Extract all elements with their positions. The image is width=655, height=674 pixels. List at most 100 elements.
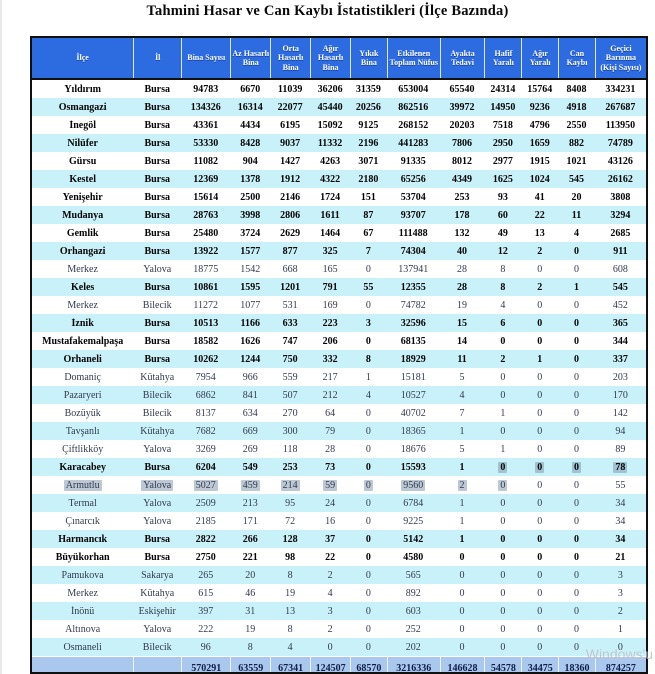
row-cell: 545 [612, 281, 628, 293]
row-cell: 0 [574, 443, 580, 455]
row-cell: 0 [574, 551, 580, 563]
row-cell: 72 [285, 515, 296, 527]
row-cell: 8012 [452, 155, 473, 167]
row-cell: 882 [569, 137, 585, 149]
row-cell: 3724 [240, 227, 261, 239]
row-cell: 4 [327, 587, 333, 599]
row-cell: 11 [571, 209, 582, 221]
row-cell: 0 [365, 641, 371, 653]
row-cell: 0 [558, 461, 595, 473]
selected-text: 0 [363, 479, 373, 491]
row-cell: 0 [365, 425, 371, 437]
row-cell: 0 [574, 299, 580, 311]
row-cell: 0 [327, 641, 333, 653]
total-cell: 63559 [230, 657, 270, 672]
row-cell: 0 [365, 533, 371, 545]
row-cell: 603 [405, 605, 421, 617]
row-cell: 13 [285, 605, 296, 617]
row-cell: 10262 [193, 353, 219, 365]
row-cell: 178 [454, 209, 470, 221]
row-cell: Çınarcık [65, 515, 100, 527]
row-cell: 111488 [398, 227, 428, 239]
row-cell: 531 [282, 299, 298, 311]
row-cell: 0 [537, 515, 543, 527]
row-cell: 2950 [492, 137, 513, 149]
row-cell: Bursa [144, 317, 171, 329]
row-cell: 1611 [320, 209, 340, 221]
row-cell: 269 [242, 443, 258, 455]
row-cell: 0 [500, 605, 506, 617]
row-cell: 668 [282, 263, 298, 275]
row-cell: 43126 [607, 155, 633, 167]
row-cell: 545 [569, 173, 585, 185]
row-cell: 74782 [400, 299, 426, 311]
row-cell: Yıldırım [64, 83, 101, 95]
row-cell: Keles [70, 281, 95, 293]
row-cell: 0 [537, 425, 543, 437]
row-cell: 39972 [449, 101, 475, 113]
row-cell: 2822 [195, 533, 216, 545]
row-cell: Büyükorhan [55, 551, 110, 563]
row-cell: 2 [327, 623, 333, 635]
selected-text: 214 [280, 479, 300, 491]
row-cell: 170 [612, 389, 628, 401]
row-cell: 34 [615, 497, 626, 509]
totals-row: 570291 63559 67341 124507 68570 3216336 146628… [32, 656, 646, 672]
row-cell: 8 [287, 623, 293, 635]
row-cell: 0 [459, 569, 465, 581]
table-row: İznik Bursa 10513 1166 633 223 3 32596 15 6 0 0 365 [32, 314, 646, 332]
row-cell: Bilecik [142, 299, 172, 311]
header-cell-11: Can Kaybı [558, 38, 595, 78]
table-row: Termal Yalova 2509 213 95 24 0 6784 1 0 0 0 34 [32, 494, 646, 512]
table-row: Yıldırım Bursa 94783 6670 11039 36206 31359 653… [32, 80, 646, 98]
row-cell: 3294 [610, 209, 631, 221]
row-cell: 19 [285, 587, 296, 599]
row-cell: 0 [537, 605, 543, 617]
table-row: Gemlik Bursa 25480 3724 2629 1464 67 111488 132 4… [32, 224, 646, 242]
row-cell: 6204 [195, 461, 216, 473]
row-cell: 18929 [400, 353, 426, 365]
row-cell: Bozüyük [64, 407, 101, 419]
row-cell: Sakarya [141, 569, 174, 581]
row-cell: 41 [534, 191, 545, 203]
total-cell [133, 657, 181, 672]
row-cell: Yalova [143, 623, 172, 635]
row-cell: 40 [457, 245, 468, 257]
row-cell: 0 [459, 587, 465, 599]
row-cell: 2185 [195, 515, 216, 527]
row-cell: 4796 [529, 119, 550, 131]
row-cell: 2550 [566, 119, 587, 131]
row-cell: 40702 [400, 407, 426, 419]
row-cell: 0 [500, 335, 506, 347]
row-cell: Kütahya [140, 425, 175, 437]
row-cell: 0 [537, 317, 543, 329]
row-cell: 0 [459, 623, 465, 635]
row-cell: Osmangazi [58, 101, 107, 113]
row-cell: 4263 [320, 155, 341, 167]
row-cell: 507 [282, 389, 298, 401]
row-cell: Bursa [144, 335, 171, 347]
row-cell: 169 [322, 299, 338, 311]
row-cell: Orhaneli [63, 353, 102, 365]
row-cell: 0 [500, 497, 506, 509]
row-cell: Bursa [144, 245, 171, 257]
table-row: Osmaneli Bilecik 96 8 4 0 0 202 0 0 0 0 0 [32, 638, 646, 656]
row-cell: 8 [365, 353, 371, 365]
row-cell: 966 [242, 371, 258, 383]
table-row: Çınarcık Yalova 2185 171 72 16 0 9225 1 0 0 0 34 [32, 512, 646, 530]
row-cell: 8428 [240, 137, 261, 149]
row-cell: 2146 [280, 191, 301, 203]
header-cell-1: İl [133, 38, 181, 78]
row-cell: 0 [500, 389, 506, 401]
table-row: İnönü Eskişehir 397 31 13 3 0 603 0 0 0 0 2 [32, 602, 646, 620]
row-cell: 0 [500, 551, 506, 563]
row-cell: 134326 [190, 101, 221, 113]
row-cell: Kestel [69, 173, 96, 185]
row-cell: 841 [242, 389, 258, 401]
row-cell: 36206 [317, 83, 343, 95]
row-cell: 892 [405, 587, 421, 599]
total-cell: 67341 [270, 657, 310, 672]
selected-text: 5027 [193, 479, 218, 491]
row-cell: 73 [325, 461, 336, 473]
header-cell-5: Ağır Hasarlı Bina [310, 38, 350, 78]
